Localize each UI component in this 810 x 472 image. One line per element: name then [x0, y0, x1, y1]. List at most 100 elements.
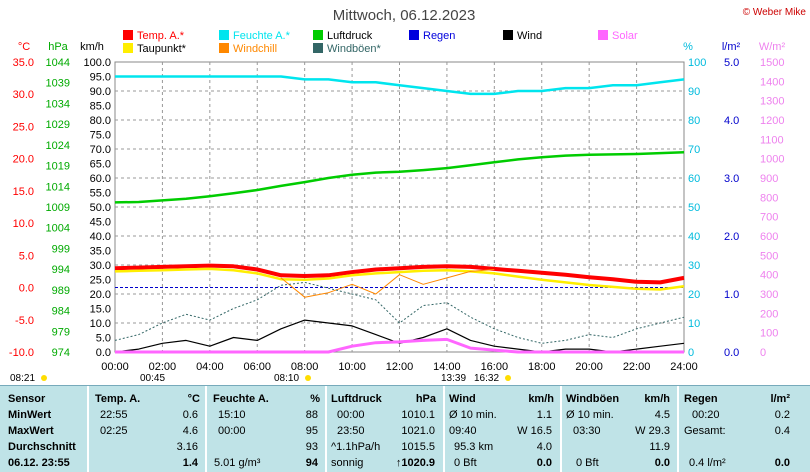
cell-press-time: 00:00 [337, 409, 365, 421]
y-tick-label: 15.0 [90, 304, 111, 316]
hdr-wind-unit: km/h [528, 393, 554, 405]
y-tick-label: 1400 [760, 76, 784, 88]
y-tick-label: 95.0 [90, 72, 111, 84]
cell-hum-time: 15:10 [218, 409, 246, 421]
y-tick-label: 984 [52, 306, 70, 318]
y-tick-label: 10.0 [13, 218, 34, 230]
y-tick-label: 0.0 [724, 347, 739, 359]
y-tick-label: 0 [688, 347, 694, 359]
row-label: 06.12. 23:55 [8, 457, 70, 469]
series-line [115, 337, 684, 354]
y-tick-label: 0.0 [96, 347, 111, 359]
cell-wind-val: 1.1 [536, 409, 552, 421]
cell-press-val: 1021.0 [401, 425, 435, 437]
cell-hum-val: 94 [305, 457, 318, 469]
y-tick-label: 70 [688, 144, 700, 156]
x-tick-label: 18:00 [528, 361, 556, 373]
y-tick-label: 5.0 [96, 333, 111, 345]
legend-label: Solar [612, 30, 638, 42]
cell-hum-val: 95 [305, 425, 318, 437]
cell-gust-val: 11.9 [649, 441, 670, 453]
y-tick-label: 5.0 [19, 250, 34, 262]
y-tick-label: 75.0 [90, 130, 111, 142]
y-tick-label: 15.0 [13, 186, 34, 198]
y-tick-label: 30.0 [13, 89, 34, 101]
row-label: MinWert [8, 409, 52, 421]
cell-press-val: 1015.5 [401, 441, 435, 453]
legend-swatch [123, 30, 133, 40]
series-line [114, 281, 685, 344]
y-tick-label: 1000 [760, 154, 784, 166]
sunset-label: 16:32 [474, 373, 499, 384]
y-tick-label: 100 [760, 328, 778, 340]
y-tick-label: 30.0 [90, 260, 111, 272]
row-label: Durchschnitt [8, 441, 76, 453]
cell-rain-val: 0.0 [774, 457, 790, 469]
x-tick-label: 04:00 [196, 361, 224, 373]
y-tick-label: 500 [760, 250, 778, 262]
y-tick-label: 1200 [760, 115, 784, 127]
cell-press-time: 23:50 [337, 425, 365, 437]
legend-label: Windchill [233, 43, 277, 55]
y-tick-label: 2.0 [724, 231, 739, 243]
legend-swatch [409, 30, 419, 40]
cell-wind-val: 0.0 [536, 457, 552, 469]
y-tick-label: -5.0 [15, 315, 34, 327]
row-label: MaxWert [8, 425, 54, 437]
sun-icon [41, 375, 47, 381]
hdr-temp: Temp. A. [95, 393, 141, 405]
y-tick-label: 979 [52, 326, 70, 338]
cell-hum-time: 5.01 g/m³ [214, 457, 261, 469]
sun-icon [505, 375, 511, 381]
y-tick-label: 80.0 [90, 115, 111, 127]
cell-temp-val: 1.4 [182, 457, 198, 469]
hdr-gust-unit: km/h [644, 393, 670, 405]
y-tick-label: 70.0 [90, 144, 111, 156]
y-tick-label: 400 [760, 270, 778, 282]
y-tick-label: 35.0 [90, 246, 111, 258]
legend-label: Wind [517, 30, 542, 42]
y-tick-label: 0.0 [19, 283, 34, 295]
hdr-press: Luftdruck [331, 393, 382, 405]
y-tick-label: 10.0 [90, 318, 111, 330]
stats-table: Sensor Temp. A. °C Feuchte A. % Luftdruc… [0, 385, 810, 472]
y-tick-label: 10 [688, 318, 700, 330]
axis-ticks: 35.0 30.0 25.0 20.0 15.0 10.0 5.0 0.0 -5.0 -10.0 1… [9, 57, 785, 359]
y-tick-label: 1029 [46, 119, 70, 131]
cell-temp-val: 0.6 [182, 409, 198, 421]
y-tick-label: 90.0 [90, 86, 111, 98]
cell-gust-val: 0.0 [654, 457, 670, 469]
legend-label: Windböen* [327, 43, 382, 55]
cell-temp-val: 4.6 [182, 425, 198, 437]
cell-rain-val: 0.4 [774, 425, 790, 437]
y-tick-label: 20.0 [13, 154, 34, 166]
x-tick-label: 06:00 [243, 361, 271, 373]
y-tick-label: 25.0 [13, 121, 34, 133]
cell-gust-a: 0 Bft [576, 457, 599, 469]
y-tick-label: 989 [52, 285, 70, 297]
y-tick-label: 200 [760, 308, 778, 320]
y-tick-label: 1019 [46, 161, 70, 173]
cell-gust-a: 03:30 [573, 425, 601, 437]
y-tick-label: 994 [52, 264, 70, 276]
y-tick-label: 700 [760, 212, 778, 224]
hdr-hum: Feuchte A. [213, 393, 269, 405]
y-tick-label: 35.0 [13, 57, 34, 69]
hdr-rain: Regen [684, 393, 718, 405]
x-tick-label: 20:00 [575, 361, 603, 373]
y-tick-label: 65.0 [90, 159, 111, 171]
y-tick-label: 1100 [760, 134, 784, 146]
y-tick-label: 20.0 [90, 289, 111, 301]
legend-label: Regen [423, 30, 455, 42]
y-tick-label: 90 [688, 86, 700, 98]
legend-swatch [598, 30, 608, 40]
y-tick-label: 900 [760, 173, 778, 185]
legend-label: Feuchte A.* [233, 30, 291, 42]
hdr-gust: Windböen [566, 393, 620, 405]
cell-rain-val: 0.2 [774, 409, 790, 421]
series-line [280, 269, 495, 298]
cell-press-time: ^1.1hPa/h [331, 441, 381, 453]
x-tick-label: 08:00 [291, 361, 319, 373]
y-tick-label: 20 [688, 289, 700, 301]
y-tick-label: 50.0 [90, 202, 111, 214]
